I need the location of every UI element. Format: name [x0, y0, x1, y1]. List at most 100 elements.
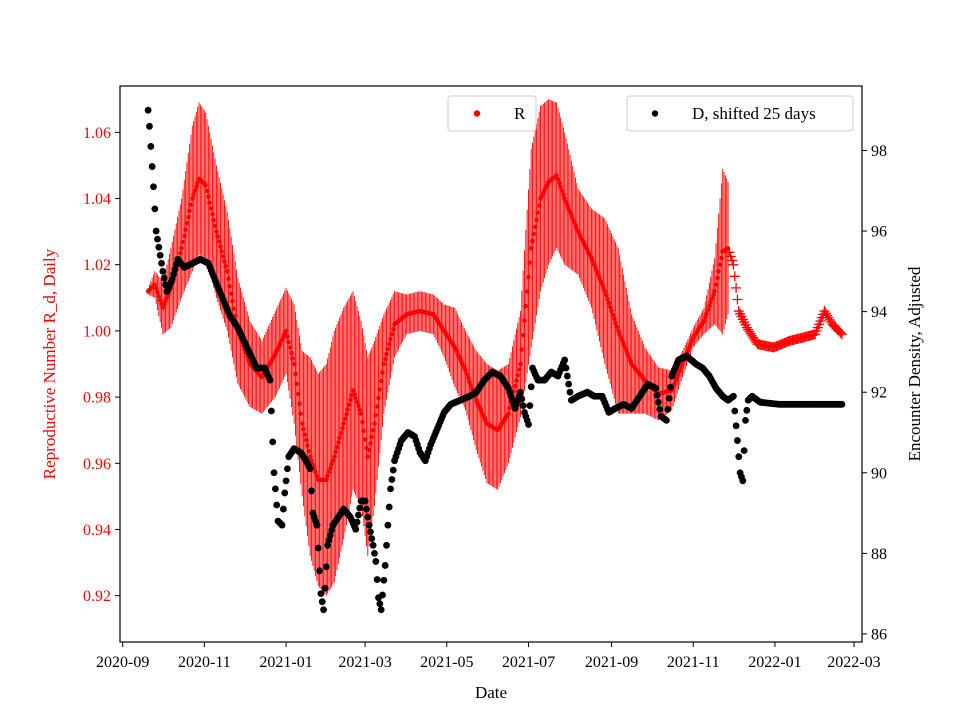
d-point [384, 521, 392, 529]
y-left-tick-label: 0.98 [83, 390, 111, 407]
y-axis-right-title: Encounter Density, Adjusted [905, 266, 924, 461]
d-point [154, 235, 161, 243]
d-point [270, 469, 278, 477]
d-point [665, 394, 673, 402]
legend-d-box [626, 95, 854, 132]
x-tick-label: 2021-11 [667, 654, 720, 671]
d-point [365, 521, 373, 529]
legend-d-marker [651, 110, 659, 117]
y-right-tick-label: 96 [871, 224, 887, 241]
y-right-tick-label: 98 [871, 143, 887, 160]
d-point [278, 521, 286, 529]
series-r [145, 99, 847, 596]
y-left-tick-label: 1.00 [83, 323, 111, 340]
d-point [739, 477, 747, 485]
d-point [314, 544, 322, 552]
d-point [735, 453, 743, 461]
r-point [819, 306, 830, 317]
d-point [308, 487, 315, 495]
d-point [561, 356, 569, 364]
d-point [379, 591, 386, 599]
d-point [356, 504, 364, 512]
d-point [371, 549, 378, 557]
y-left-tick-label: 1.04 [83, 191, 111, 208]
legend-r: R [447, 95, 537, 132]
r-point [747, 330, 758, 341]
d-point [653, 391, 661, 399]
x-tick-label: 2021-09 [585, 654, 638, 671]
d-point [838, 400, 846, 408]
d-point [321, 584, 329, 592]
d-point [566, 388, 574, 396]
d-point [742, 417, 749, 424]
d-point [731, 407, 739, 415]
d-point [732, 422, 740, 430]
x-tick-label: 2021-05 [420, 654, 473, 671]
d-point [364, 513, 372, 521]
r-point [724, 247, 735, 258]
r-point [824, 314, 835, 325]
y-left-tick-label: 1.02 [83, 257, 111, 274]
d-point [280, 505, 287, 513]
d-point [387, 485, 394, 493]
legend-r-box [447, 95, 537, 132]
d-point [320, 606, 327, 614]
r-point [743, 324, 754, 335]
y-axis-left: 0.92 0.94 0.96 0.98 1.00 1.02 1.04 1.06 [83, 125, 120, 605]
d-point [271, 485, 279, 493]
legend-d-label: D, shifted 25 days [692, 104, 816, 123]
y-left-tick-label: 1.06 [83, 125, 111, 142]
d-point [519, 402, 527, 410]
d-point [730, 392, 737, 400]
d-point [381, 562, 389, 569]
d-point [369, 541, 377, 549]
d-point [525, 421, 532, 428]
d-point [734, 437, 741, 444]
d-point [565, 380, 573, 388]
r-point [748, 332, 759, 343]
d-point [740, 447, 748, 455]
r-point [835, 327, 846, 338]
legend-d: D, shifted 25 days [626, 95, 854, 132]
r-point [823, 312, 834, 323]
y-left-tick-label: 0.96 [83, 456, 111, 473]
d-point [526, 402, 534, 410]
d-point [281, 489, 289, 497]
d-point [318, 598, 326, 606]
d-point [148, 163, 156, 170]
d-point [150, 183, 157, 191]
r-point [725, 251, 736, 262]
r-point [745, 328, 756, 339]
x-tick-label: 2022-03 [827, 654, 880, 671]
r-point [822, 310, 833, 321]
plot-frame [119, 85, 863, 643]
d-point [367, 528, 374, 536]
d-point [158, 259, 165, 267]
r-point [749, 335, 760, 346]
d-point [389, 466, 397, 474]
x-tick-label: 2020-09 [96, 654, 149, 671]
d-point [363, 505, 370, 513]
d-point [652, 384, 660, 392]
d-point [317, 590, 325, 598]
r-point [731, 282, 742, 293]
r-point [727, 255, 738, 266]
d-point [372, 558, 380, 565]
y-axis-right: 86 88 90 92 94 96 98 [862, 143, 887, 643]
d-point [156, 251, 164, 259]
d-point [377, 606, 385, 614]
d-point [151, 205, 159, 213]
y-axis-left-title: Reproductive Number R_d, Daily [40, 248, 59, 479]
r-point [732, 294, 743, 305]
legend-r-marker [473, 110, 481, 117]
d-point [146, 122, 153, 130]
r-point [729, 271, 740, 282]
x-axis: 2020-09 2020-11 2021-01 2021-03 2021-05 2021-… [96, 642, 881, 671]
d-point [667, 383, 674, 391]
d-point [273, 501, 281, 509]
d-point [368, 535, 376, 542]
r-point [728, 259, 739, 270]
d-point [316, 567, 323, 575]
